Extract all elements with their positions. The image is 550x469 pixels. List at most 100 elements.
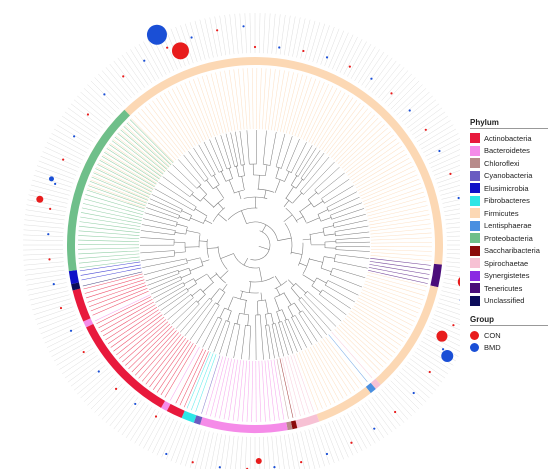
phylum-legend-item: Unclassified <box>470 295 548 308</box>
tree-branch <box>327 280 359 296</box>
tree-branch <box>299 262 307 267</box>
leaf-label <box>78 256 140 264</box>
leaf-label <box>78 235 140 240</box>
tree-branch <box>276 311 281 323</box>
abundance-dot-small <box>82 350 85 354</box>
tree-branch <box>321 178 350 199</box>
leaf-label <box>273 359 285 420</box>
outer-tick <box>59 347 94 370</box>
outer-tick <box>407 103 440 129</box>
abundance-dot-small <box>242 25 245 28</box>
outer-tick <box>364 402 389 436</box>
tree-branch <box>227 310 232 322</box>
leaf-label <box>366 274 426 292</box>
leaf-label <box>126 122 172 166</box>
phylum-sector <box>316 386 371 422</box>
abundance-dot-small <box>97 370 100 373</box>
leaf-label <box>79 221 141 230</box>
leaf-label <box>121 128 168 169</box>
phylum-sector <box>181 410 197 423</box>
phylum-legend-title: Phylum <box>470 118 548 129</box>
tree-branch <box>178 159 202 185</box>
outer-tick <box>87 84 117 113</box>
outer-tick <box>30 294 70 306</box>
tree-branch <box>320 217 332 222</box>
outer-tick <box>430 322 460 336</box>
outer-tick <box>446 257 460 259</box>
leaf-label <box>89 285 147 307</box>
leaf-label <box>138 332 179 379</box>
outer-tick <box>147 415 167 451</box>
outer-tick <box>94 383 123 413</box>
tree-branch <box>190 293 194 298</box>
phylum-legend-item: Bacteroidetes <box>470 145 548 158</box>
tree-branch <box>153 282 184 299</box>
outer-tick <box>35 170 74 184</box>
outer-tick <box>361 404 385 439</box>
tree-branch <box>294 302 301 313</box>
outer-tick <box>442 286 460 291</box>
tree-branch <box>302 274 315 283</box>
outer-tick <box>435 170 460 180</box>
tree-branch <box>300 178 304 181</box>
leaf-label <box>303 83 329 140</box>
abundance-dot <box>441 350 454 362</box>
outer-tick <box>180 426 194 465</box>
tree-branch <box>291 142 307 173</box>
leaf-label <box>309 346 340 401</box>
abundance-dot <box>255 457 262 464</box>
outer-tick <box>368 399 393 433</box>
outer-tick <box>438 302 460 310</box>
leaf-label <box>99 160 154 190</box>
outer-tick <box>83 88 114 116</box>
outer-tick <box>67 358 101 383</box>
abundance-dot-small <box>441 348 445 351</box>
outer-tick <box>419 124 454 146</box>
outer-tick <box>152 417 171 454</box>
leaf-label <box>271 69 281 131</box>
tree-branch <box>175 303 200 329</box>
tree-branch <box>322 225 334 229</box>
leaf-label <box>82 203 143 218</box>
tree-branch <box>209 139 224 171</box>
leaf-label <box>183 351 209 408</box>
outer-tick <box>404 99 437 125</box>
tree-branch <box>250 230 271 261</box>
leaf-label <box>78 225 140 233</box>
outer-tick <box>393 377 423 406</box>
outer-tick <box>101 70 129 101</box>
outer-tick <box>33 302 72 315</box>
leaf-label <box>80 216 141 227</box>
leaf-label <box>298 352 323 409</box>
leaf-label <box>113 314 163 352</box>
leaf-label <box>320 340 356 392</box>
outer-tick <box>441 194 460 200</box>
tree-branch <box>261 224 267 232</box>
tree-branch <box>334 261 368 269</box>
abundance-dot-small <box>122 75 125 78</box>
tree-branch <box>281 321 294 354</box>
tree-branch <box>239 130 245 165</box>
tree-branch <box>309 258 323 263</box>
outer-tick <box>121 54 146 88</box>
leaf-label <box>370 237 432 241</box>
outer-tick <box>432 159 460 172</box>
phylum-legend-item: Firmicutes <box>470 207 548 220</box>
outer-tick <box>320 26 335 65</box>
leaf-label <box>301 350 327 407</box>
outer-tick <box>258 436 261 469</box>
abundance-dot-small <box>273 466 276 469</box>
outer-tick <box>53 128 89 150</box>
outer-tick <box>312 23 325 62</box>
phylum-sector <box>430 263 442 288</box>
tree-branch <box>287 306 294 317</box>
leaf-label <box>370 248 432 252</box>
leaf-label <box>340 322 387 364</box>
tree-branch <box>167 297 194 320</box>
outer-tick <box>32 179 71 192</box>
tree-branch <box>147 273 180 286</box>
phylum-sector <box>83 318 94 328</box>
tree-branch <box>306 217 320 224</box>
leaf-label <box>80 212 142 224</box>
leaf-label <box>179 349 207 406</box>
